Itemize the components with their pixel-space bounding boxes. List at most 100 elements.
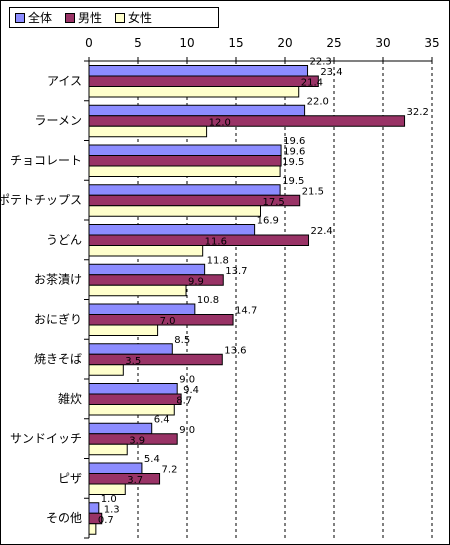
legend-swatch-male <box>65 12 76 23</box>
data-label: 17.5 <box>263 197 285 208</box>
bar <box>88 104 306 117</box>
data-label: 14.7 <box>235 306 257 317</box>
x-tick-label: 20 <box>277 36 292 50</box>
data-label: 3.5 <box>125 356 141 367</box>
data-label: 7.2 <box>162 465 178 476</box>
x-tick-label: 35 <box>424 36 439 50</box>
data-label: 19.6 <box>283 147 305 158</box>
data-label: 22.4 <box>311 226 333 237</box>
bar <box>88 473 161 485</box>
data-label: 3.7 <box>127 475 143 486</box>
bar <box>88 245 204 257</box>
bar <box>88 353 223 366</box>
bar <box>88 422 153 435</box>
legend-label-female: 女性 <box>128 11 153 25</box>
data-label: 11.6 <box>205 237 227 248</box>
category-label: その他 <box>46 511 82 525</box>
bar <box>88 393 182 405</box>
legend-label-male: 男性 <box>78 11 103 25</box>
x-tick-label: 5 <box>134 36 142 50</box>
bar <box>88 75 319 87</box>
bar <box>88 343 173 355</box>
bar <box>88 303 196 315</box>
bar <box>88 383 178 395</box>
data-label: 22.0 <box>307 96 329 107</box>
data-label: 13.7 <box>225 266 247 277</box>
bar <box>88 86 300 98</box>
category-label: 焼きそば <box>34 352 82 366</box>
legend-label-overall: 全体 <box>28 11 53 25</box>
category-label: アイス <box>47 74 82 88</box>
data-label: 0.7 <box>98 515 114 526</box>
data-label: 13.6 <box>224 345 246 356</box>
data-label: 19.5 <box>282 157 304 168</box>
legend-item-female: 女性 <box>115 9 152 26</box>
data-label: 9.0 <box>179 425 195 436</box>
data-label: 21.4 <box>301 78 323 89</box>
data-label: 11.8 <box>207 255 229 266</box>
category-label: うどん <box>46 233 82 247</box>
data-label: 8.5 <box>174 335 190 346</box>
bar <box>88 462 143 474</box>
category-label: チョコレート <box>10 153 82 167</box>
data-label: 7.0 <box>160 316 176 327</box>
bar <box>88 65 309 77</box>
data-label: 23.4 <box>320 67 342 78</box>
bar <box>88 205 261 217</box>
legend-item-overall: 全体 <box>15 9 52 26</box>
data-label: 3.9 <box>129 435 145 446</box>
category-label: おにぎり <box>34 312 82 326</box>
bar <box>88 364 124 376</box>
legend-item-male: 男性 <box>65 9 102 26</box>
data-label: 19.6 <box>283 136 305 147</box>
bar <box>88 125 208 138</box>
bar <box>88 234 310 246</box>
category-label: お茶漬け <box>34 272 82 287</box>
bar <box>88 404 175 416</box>
x-tick-label: 0 <box>85 36 93 50</box>
bar <box>88 165 281 177</box>
data-label: 32.2 <box>407 107 429 118</box>
bar <box>88 523 97 535</box>
category-label: ピザ <box>58 471 82 485</box>
data-label: 10.8 <box>197 295 219 306</box>
bar <box>88 324 159 336</box>
category-label: 雑炊 <box>58 391 82 406</box>
category-label: ポテトチップス <box>1 193 82 207</box>
bar <box>88 433 178 445</box>
bar <box>88 483 126 495</box>
bar <box>88 502 100 514</box>
x-tick-label: 10 <box>179 36 194 50</box>
x-tick-label: 25 <box>326 36 341 50</box>
category-label: ラーメン <box>34 114 82 128</box>
data-label: 9.4 <box>183 385 199 396</box>
bar <box>88 224 256 236</box>
x-tick-label: 30 <box>375 36 390 50</box>
legend-swatch-female <box>115 12 126 23</box>
bar <box>88 284 187 297</box>
bar <box>88 443 128 456</box>
bar <box>88 263 206 276</box>
legend-swatch-overall <box>15 12 25 23</box>
data-label: 21.5 <box>302 186 324 197</box>
data-label: 6.4 <box>154 414 170 425</box>
data-label: 12.0 <box>209 117 231 128</box>
data-label: 5.4 <box>144 454 160 465</box>
data-label: 8.7 <box>176 396 192 407</box>
data-label: 19.5 <box>282 176 304 187</box>
data-label: 9.0 <box>179 375 195 386</box>
x-tick-label: 15 <box>228 36 243 50</box>
data-label: 22.3 <box>310 57 332 68</box>
data-label: 1.0 <box>101 494 117 505</box>
data-label: 16.9 <box>257 216 279 227</box>
data-label: 1.3 <box>104 504 120 515</box>
bar <box>88 115 406 127</box>
category-label: サンドイッチ <box>10 432 82 446</box>
legend: 全体 男性 女性 <box>9 7 219 28</box>
bar <box>88 314 234 326</box>
bar <box>88 144 282 156</box>
bar <box>88 184 281 196</box>
data-label: 9.9 <box>188 276 204 287</box>
